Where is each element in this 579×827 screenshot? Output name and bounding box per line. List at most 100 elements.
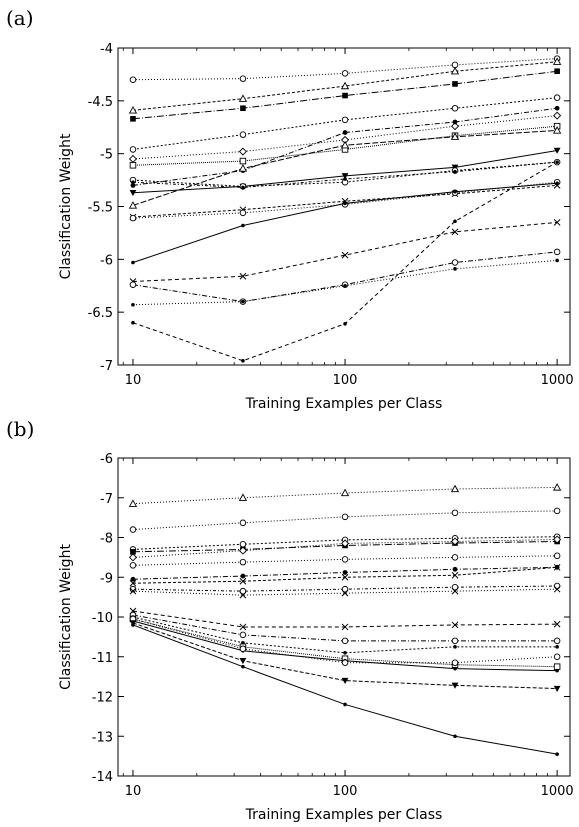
series-line [132,616,558,654]
marker-cross [553,620,561,628]
marker-square-filled [452,81,458,87]
marker-square [129,162,137,169]
marker-circle [341,637,349,645]
y-tick-label: -10 [92,611,113,626]
series-1 [128,483,562,507]
y-tick-label: -9 [100,571,113,586]
marker-circle [553,94,561,101]
series-4 [129,94,561,153]
series-6 [129,552,561,569]
series-9 [129,582,561,595]
marker-circle [341,116,349,124]
marker-circle [239,541,247,548]
marker-diamond [341,539,350,548]
x-tick-label: 1000 [541,784,574,799]
marker-circle [341,585,349,593]
series-10 [129,585,561,599]
marker-triangle-down [129,190,137,197]
x-tick-label: 10 [125,784,142,799]
series-8 [129,147,561,197]
panel-label-a: (a) [6,6,34,30]
marker-square-filled [554,68,560,75]
series-13 [129,248,561,305]
marker-dot [241,299,245,304]
marker-dot [453,189,457,194]
marker-square-filled [130,549,136,555]
marker-diamond [450,537,460,546]
y-tick-label: -7 [100,359,113,374]
marker-circle-filled [342,130,348,135]
marker-triangle [128,106,138,114]
series-line [132,614,558,642]
series-line [132,181,558,219]
x-axis-title: Training Examples per Class [245,807,443,823]
marker-diamond [238,546,247,555]
marker-circle [553,507,561,515]
marker-square [553,663,561,670]
marker-triangle [238,164,248,172]
marker-circle [239,75,247,82]
y-tick-label: -4.5 [88,95,113,110]
marker-cross [341,573,349,581]
series-line [132,610,558,628]
marker-dot [555,668,559,673]
y-tick-label: -12 [92,691,113,706]
marker-triangle [128,201,138,209]
marker-circle-filled [452,566,458,572]
marker-circle-filled [452,119,458,125]
series-line [132,221,558,283]
x-axis-title: Training Examples per Class [245,396,443,412]
chart-panel-b: -14 -13 -12 -11 -10 -9 -8 -7 -6 10 100 1000 Training… [58,452,574,823]
marker-dot [453,219,457,224]
marker-circle [451,104,459,112]
marker-dot [343,702,347,707]
series-5 [128,535,562,562]
marker-circle [451,583,459,591]
marker-triangle [340,488,350,497]
series-8 [129,563,561,587]
marker-triangle-down [239,658,247,665]
y-tick-label: -14 [92,770,113,785]
marker-circle-filled [240,573,246,579]
series-12 [129,611,561,645]
marker-diamond [450,122,460,131]
marker-cross [553,563,561,571]
marker-triangle [450,66,460,75]
marker-dot [453,666,457,671]
y-axis-title: Classification Weight [58,544,74,690]
marker-circle [239,645,247,653]
marker-triangle [552,57,562,65]
marker-triangle [238,493,248,501]
marker-circle [451,554,459,561]
y-tick-label: -13 [92,730,113,745]
series-2 [129,507,561,533]
series-14 [131,258,559,307]
marker-circle [341,659,349,666]
marker-dot [555,258,559,263]
marker-cross [239,272,247,280]
x-tick-label: 10 [125,373,142,388]
marker-circle-filled [130,182,136,188]
marker-dot [131,302,135,307]
marker-dot [241,358,245,363]
marker-dot [131,180,135,184]
marker-square-filled [240,105,246,112]
series-line [132,182,558,263]
series-line [132,566,558,584]
marker-circle [239,558,247,566]
y-tick-label: -6 [100,253,113,268]
y-tick-label: -8 [100,532,113,547]
marker-circle [451,61,459,69]
marker-triangle [552,483,562,491]
marker-cross [341,251,349,259]
marker-triangle-down [341,173,349,180]
marker-circle [129,585,137,593]
series-11 [129,607,561,631]
marker-dot [343,177,347,181]
marker-dot [241,223,245,228]
marker-dot [555,645,559,649]
marker-dot [131,260,135,265]
marker-dot [555,160,559,164]
marker-dot [241,185,245,190]
